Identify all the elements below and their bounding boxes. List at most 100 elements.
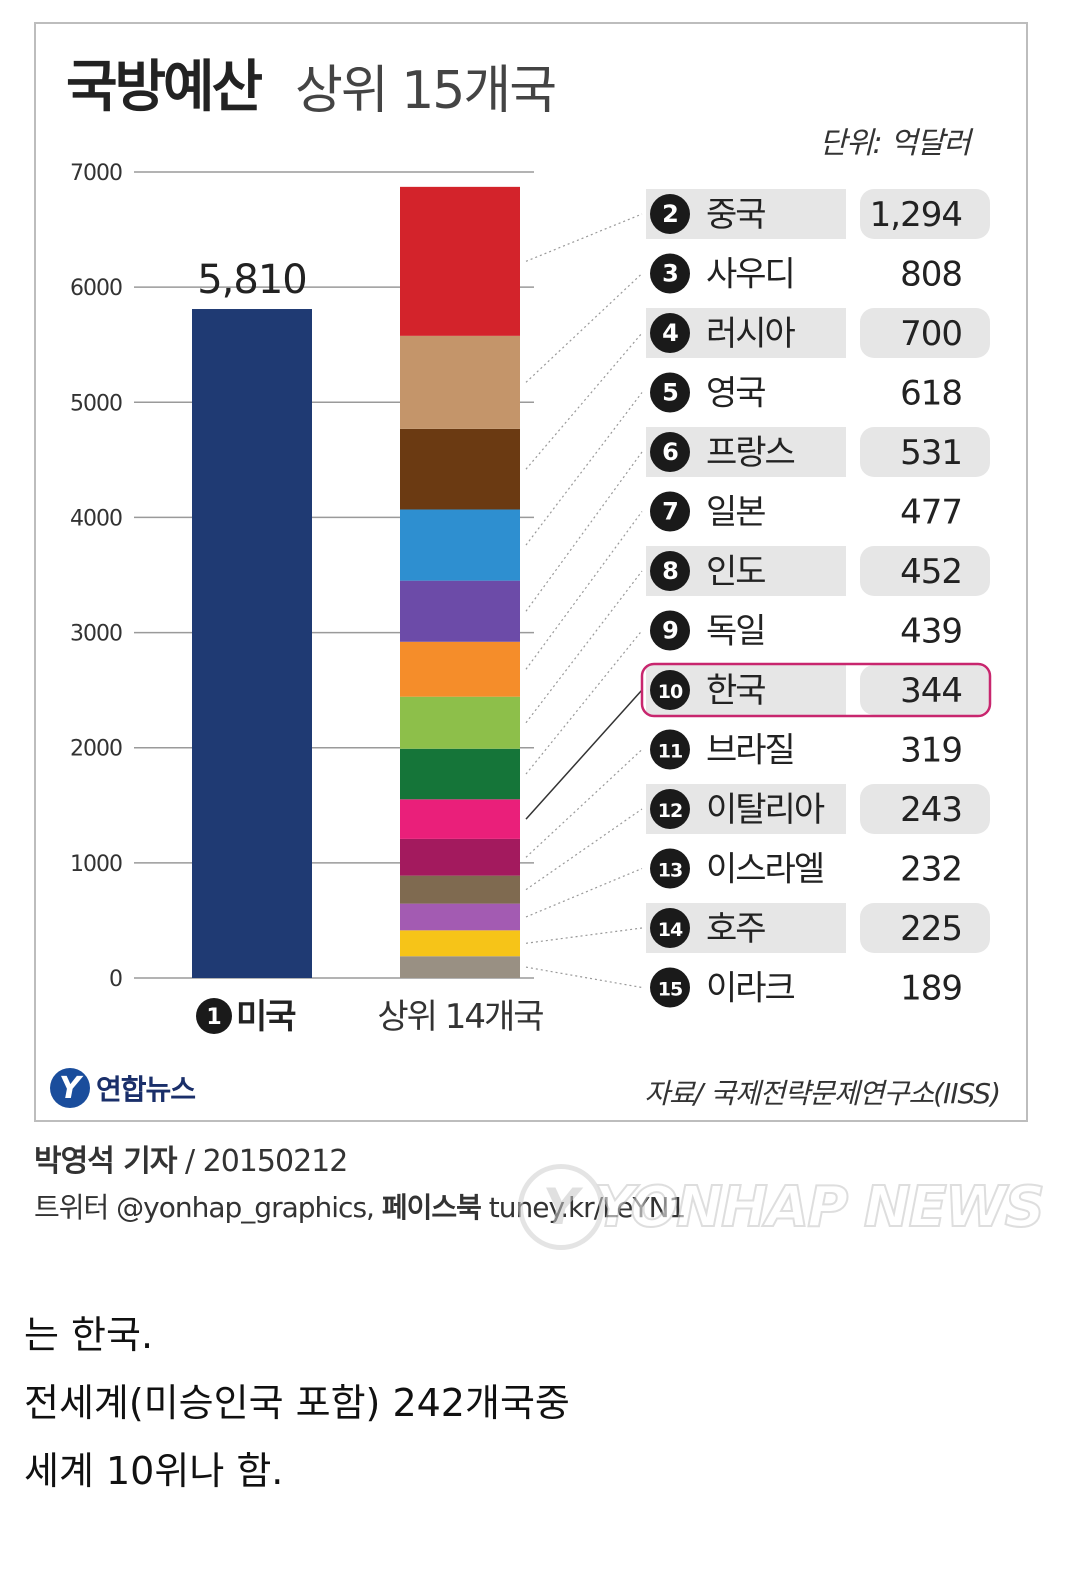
connector-line bbox=[525, 392, 643, 546]
stack-segment-9 bbox=[400, 748, 520, 800]
connector-line bbox=[525, 927, 643, 944]
rank-number: 4 bbox=[662, 319, 678, 347]
stack-segment-5 bbox=[400, 509, 520, 581]
rank-number: 11 bbox=[658, 741, 682, 763]
rank-number: 7 bbox=[662, 498, 678, 526]
country-value: 243 bbox=[900, 790, 962, 830]
x-label-top14: 상위 14개국 bbox=[377, 997, 543, 1037]
rank-number: 5 bbox=[662, 379, 678, 407]
y-axis-ticks: 7000 6000 5000 4000 3000 2000 1000 0 bbox=[70, 161, 123, 992]
stack-segment-14 bbox=[400, 930, 520, 957]
country-name: 브라질 bbox=[706, 731, 794, 771]
stack-segment-7 bbox=[400, 641, 520, 697]
country-name: 호주 bbox=[706, 909, 765, 949]
country-value: 700 bbox=[900, 314, 962, 354]
rank-badge bbox=[650, 194, 690, 234]
country-value: 344 bbox=[900, 671, 962, 711]
rank-badge bbox=[650, 610, 690, 651]
country-name: 이스라엘 bbox=[706, 850, 823, 890]
rank-badge bbox=[650, 432, 690, 472]
stack-segment-6 bbox=[400, 580, 520, 642]
stack-segment-10 bbox=[400, 799, 520, 839]
connector-line bbox=[525, 867, 643, 918]
rank-badge bbox=[650, 372, 690, 413]
country-name: 이라크 bbox=[706, 969, 795, 1009]
unit-label: 단위: 억달러 bbox=[819, 126, 971, 161]
yonhap-watermark: Y YONHAP NEWS bbox=[518, 1162, 1046, 1252]
connector-line bbox=[525, 511, 643, 670]
connector-line bbox=[525, 689, 643, 820]
country-name: 한국 bbox=[706, 671, 765, 711]
stack-segment-13 bbox=[400, 903, 520, 931]
watermark-logo-icon: Y bbox=[518, 1164, 604, 1250]
rank-number: 10 bbox=[658, 681, 683, 703]
stack-segment-8 bbox=[400, 696, 520, 749]
connector-line bbox=[525, 749, 643, 858]
rank-badge bbox=[650, 967, 690, 1008]
legend-value-bg bbox=[860, 784, 990, 834]
x-label-usa: 미국 bbox=[236, 997, 296, 1037]
rank-number: 15 bbox=[658, 979, 682, 1001]
country-value: 225 bbox=[900, 909, 962, 949]
yonhap-logo-icon: Y bbox=[50, 1068, 90, 1108]
post-text-line2: 전세계(미승인국 포함) 242개국중 bbox=[24, 1381, 570, 1425]
rank-badge bbox=[650, 551, 690, 591]
country-value: 439 bbox=[900, 612, 962, 652]
connector-line bbox=[525, 213, 643, 262]
rank-number: 6 bbox=[662, 438, 678, 466]
rank-number: 9 bbox=[662, 617, 678, 645]
rank-number-usa: 1 bbox=[206, 1005, 221, 1030]
y-tick-label: 5000 bbox=[70, 391, 122, 416]
legend-value-bg bbox=[860, 665, 990, 715]
rank-badge bbox=[650, 313, 690, 353]
country-value: 531 bbox=[900, 433, 962, 473]
rank-badge bbox=[650, 729, 690, 770]
legend-value-bg bbox=[860, 903, 990, 953]
bars: 5,810 bbox=[192, 186, 520, 978]
country-name: 러시아 bbox=[706, 314, 796, 354]
country-name: 중국 bbox=[706, 195, 765, 235]
country-value: 232 bbox=[900, 850, 962, 890]
country-name: 사우디 bbox=[706, 255, 794, 295]
defense-budget-chart: 7000 6000 5000 4000 3000 2000 1000 0 5,810 2 중국 1… bbox=[70, 161, 992, 1037]
post-text-line1: 는 한국. bbox=[24, 1313, 154, 1357]
connector-line bbox=[525, 273, 643, 383]
y-tick-label: 1000 bbox=[70, 852, 122, 877]
rank-number: 3 bbox=[662, 260, 678, 288]
y-tick-label: 7000 bbox=[70, 161, 122, 186]
country-name: 이탈리아 bbox=[706, 790, 825, 830]
bar-usa-value-label: 5,810 bbox=[197, 257, 307, 303]
country-value: 618 bbox=[900, 374, 962, 414]
y-tick-label: 2000 bbox=[70, 737, 122, 762]
chart-title: 국방예산 bbox=[66, 55, 263, 120]
stack-segment-4 bbox=[400, 428, 520, 510]
yonhap-brand: Y 연합뉴스 bbox=[50, 1066, 196, 1110]
country-value: 452 bbox=[900, 552, 962, 592]
y-tick-label: 6000 bbox=[70, 276, 122, 301]
country-name: 독일 bbox=[706, 612, 765, 652]
country-name: 프랑스 bbox=[706, 433, 795, 473]
stack-segment-15 bbox=[400, 956, 520, 978]
country-name: 영국 bbox=[706, 374, 765, 414]
rank-badge bbox=[650, 908, 690, 948]
chart-subtitle: 상위 15개국 bbox=[295, 61, 557, 121]
country-value: 1,294 bbox=[870, 195, 962, 235]
country-name: 인도 bbox=[706, 552, 765, 592]
y-tick-label: 0 bbox=[109, 967, 122, 992]
country-value: 189 bbox=[900, 969, 962, 1009]
stack-segment-11 bbox=[400, 838, 520, 876]
brand-name: 연합뉴스 bbox=[96, 1073, 196, 1106]
x-axis-labels: 1 미국 상위 14개국 bbox=[196, 997, 545, 1037]
rank-number: 14 bbox=[658, 919, 683, 941]
country-value: 319 bbox=[900, 731, 962, 771]
author-name: 박영석 기자 bbox=[34, 1144, 177, 1179]
rank-number: 2 bbox=[662, 200, 678, 228]
rank-badge bbox=[650, 491, 690, 532]
watermark-text: YONHAP NEWS bbox=[593, 1174, 1046, 1241]
country-value: 477 bbox=[900, 493, 962, 533]
stack-segment-12 bbox=[400, 875, 520, 904]
publish-date: / 20150212 bbox=[176, 1144, 348, 1179]
legend-value-bg bbox=[860, 546, 990, 596]
rank-number: 12 bbox=[658, 800, 682, 822]
legend-value-bg bbox=[860, 308, 990, 358]
